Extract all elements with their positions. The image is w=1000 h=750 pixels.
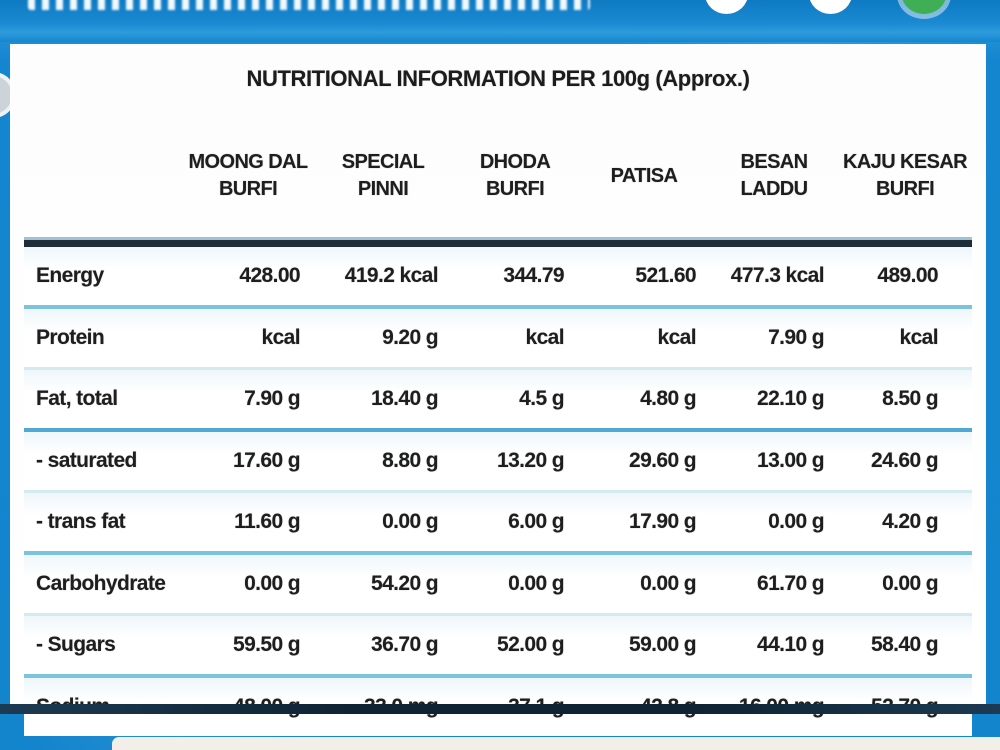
cell-value: 344.79	[452, 247, 578, 309]
cell-value: 9.20 g	[314, 309, 452, 370]
cell-value: 59.00 g	[578, 616, 710, 678]
row-label-carbohydrate: Carbohydrate	[24, 555, 182, 616]
table-row-fat-total: Fat, total 7.90 g 18.40 g 4.5 g 4.80 g 2…	[24, 370, 972, 432]
cell-value: 6.00 g	[452, 493, 578, 555]
col-header-line: DHODA	[479, 151, 551, 173]
col-header-line: BESAN	[740, 151, 808, 173]
cell-value: 0.00 g	[838, 555, 972, 616]
cell-value: 59.50 g	[182, 616, 314, 678]
cropped-header-text	[28, 0, 590, 10]
table-row-saturated: - saturated 17.60 g 8.80 g 13.20 g 29.60…	[24, 432, 972, 493]
cell-value: 8.50 g	[838, 370, 972, 432]
cell-value: 11.60 g	[182, 493, 314, 555]
cell-value: 521.60	[578, 247, 710, 309]
cell-value: 0.00 g	[710, 493, 838, 555]
cell-value: 489.00	[838, 247, 972, 309]
row-label-protein: Protein	[24, 309, 182, 370]
cell-value: 13.00 g	[710, 432, 838, 493]
col-header-besan-laddu: BESAN LADDU	[710, 94, 838, 247]
cell-value: 24.60 g	[838, 432, 972, 493]
table-row-protein: Protein kcal 9.20 g kcal kcal 7.90 g kca…	[24, 309, 972, 370]
cell-value: 0.00 g	[314, 493, 452, 555]
cell-value: kcal	[182, 309, 314, 370]
col-header-moong-dal-burfi: MOONG DAL BURFI	[182, 94, 314, 247]
cell-value: 58.40 g	[838, 616, 972, 678]
col-header-dhoda-burfi: DHODA BURFI	[452, 94, 578, 247]
col-header-line: BURFI	[875, 178, 935, 200]
cell-value: 7.90 g	[710, 309, 838, 370]
table-title: NUTRITIONAL INFORMATION PER 100g (Approx…	[246, 66, 750, 91]
table-row-trans-fat: - trans fat 11.60 g 0.00 g 6.00 g 17.90 …	[24, 493, 972, 555]
table-row-energy: Energy 428.00 419.2 kcal 344.79 521.60 4…	[24, 247, 972, 309]
cell-value: 4.5 g	[452, 370, 578, 432]
col-header-line: PATISA	[610, 164, 678, 187]
cell-value: kcal	[838, 309, 972, 370]
cell-value: 7.90 g	[182, 370, 314, 432]
row-label-sugars: - Sugars	[24, 616, 182, 678]
col-header-line: KAJU KESAR	[842, 151, 968, 173]
cell-value: 0.00 g	[182, 555, 314, 616]
cell-value: 428.00	[182, 247, 314, 309]
nutrition-card: NUTRITIONAL INFORMATION PER 100g (Approx…	[10, 44, 986, 736]
col-header-kaju-kesar-burfi: KAJU KESAR BURFI	[838, 94, 972, 247]
cell-value: 0.00 g	[452, 555, 578, 616]
cell-value: 0.00 g	[578, 555, 710, 616]
col-header-blank	[24, 94, 182, 247]
col-header-line: BURFI	[218, 178, 278, 200]
cell-value: 22.10 g	[710, 370, 838, 432]
row-label-saturated: - saturated	[24, 432, 182, 493]
table-row-carbohydrate: Carbohydrate 0.00 g 54.20 g 0.00 g 0.00 …	[24, 555, 972, 616]
cropped-white-icon[interactable]	[705, 0, 748, 14]
cell-value: 36.70 g	[314, 616, 452, 678]
row-label-trans-fat: - trans fat	[24, 493, 182, 555]
cell-value: 29.60 g	[578, 432, 710, 493]
cell-value: 54.20 g	[314, 555, 452, 616]
col-header-line: SPECIAL	[341, 151, 425, 173]
cell-value: kcal	[452, 309, 578, 370]
row-label-fat-total: Fat, total	[24, 370, 182, 432]
cell-value: 4.80 g	[578, 370, 710, 432]
divider-band	[0, 704, 1000, 714]
cell-value: 61.70 g	[710, 555, 838, 616]
cell-value: 17.90 g	[578, 493, 710, 555]
cell-value: 13.20 g	[452, 432, 578, 493]
cell-value: 52.00 g	[452, 616, 578, 678]
cell-value: kcal	[578, 309, 710, 370]
cell-value: 419.2 kcal	[314, 247, 452, 309]
col-header-special-pinni: SPECIAL PINNI	[314, 94, 452, 247]
cell-value: 8.80 g	[314, 432, 452, 493]
cropped-green-icon[interactable]	[902, 0, 946, 14]
col-header-patisa: PATISA	[578, 94, 710, 247]
col-header-line: BURFI	[485, 178, 545, 200]
col-header-line: PINNI	[357, 178, 409, 200]
nutrition-table: MOONG DAL BURFI SPECIAL PINNI DHODA BURF…	[24, 94, 972, 736]
cropped-white-icon[interactable]	[809, 0, 852, 14]
cell-value: 477.3 kcal	[710, 247, 838, 309]
next-section-edge	[112, 737, 1000, 750]
page-header-bar	[0, 0, 1000, 42]
table-row-sugars: - Sugars 59.50 g 36.70 g 52.00 g 59.00 g…	[24, 616, 972, 678]
header-row: MOONG DAL BURFI SPECIAL PINNI DHODA BURF…	[24, 94, 972, 247]
col-header-line: MOONG DAL	[188, 151, 308, 173]
col-header-line: LADDU	[740, 178, 809, 200]
cell-value: 4.20 g	[838, 493, 972, 555]
cell-value: 17.60 g	[182, 432, 314, 493]
row-label-energy: Energy	[24, 247, 182, 309]
cell-value: 18.40 g	[314, 370, 452, 432]
cell-value: 44.10 g	[710, 616, 838, 678]
